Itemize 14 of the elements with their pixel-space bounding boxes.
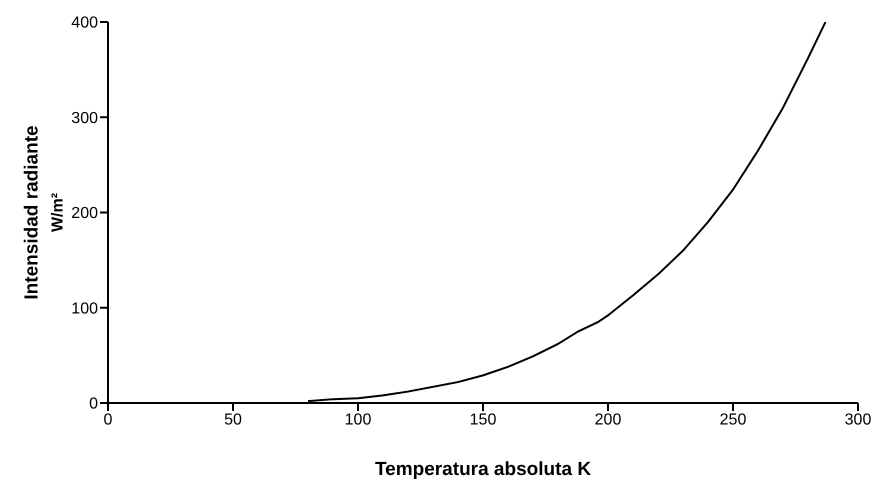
y-tick-label: 300 [71,110,98,127]
x-tick-label: 250 [720,411,746,428]
x-tick-label: 300 [844,411,872,428]
x-tick-label: 200 [594,411,622,428]
x-axis-title: Temperatura absoluta K [374,459,592,480]
x-tick-label: 100 [344,411,372,428]
y-tick-label: 200 [71,205,98,222]
y-tick-label: 400 [71,14,98,32]
x-tick-label: 150 [470,411,496,428]
x-tick-label: 0 [104,411,113,428]
y-axis-title: Intensidad radiante W/m² [22,125,66,300]
x-tick-label: 50 [224,411,242,428]
y-tick-label: 0 [89,396,98,413]
y-tick-label: 100 [71,300,98,318]
